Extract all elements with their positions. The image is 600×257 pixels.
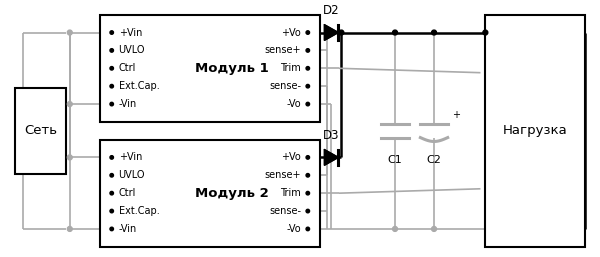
Circle shape <box>110 191 113 195</box>
Text: Ext.Cap.: Ext.Cap. <box>119 81 159 91</box>
Circle shape <box>67 155 72 160</box>
Circle shape <box>67 30 72 35</box>
Polygon shape <box>325 150 338 165</box>
Text: Сеть: Сеть <box>24 124 57 137</box>
Polygon shape <box>325 25 338 40</box>
Text: Модуль 1: Модуль 1 <box>195 62 269 75</box>
Bar <box>100 15 320 122</box>
Circle shape <box>325 30 330 35</box>
Text: C1: C1 <box>388 155 403 165</box>
Circle shape <box>110 31 113 34</box>
Circle shape <box>306 102 310 106</box>
Text: UVLO: UVLO <box>119 170 145 180</box>
Circle shape <box>306 67 310 70</box>
Circle shape <box>67 102 72 106</box>
Text: -Vo: -Vo <box>286 224 301 234</box>
Circle shape <box>392 226 397 231</box>
Text: -Vin: -Vin <box>119 224 137 234</box>
Text: Trim: Trim <box>280 188 301 198</box>
Circle shape <box>110 173 113 177</box>
Text: Ctrl: Ctrl <box>119 63 136 73</box>
Circle shape <box>339 30 344 35</box>
Circle shape <box>306 85 310 88</box>
Circle shape <box>306 156 310 159</box>
Circle shape <box>306 49 310 52</box>
Circle shape <box>110 67 113 70</box>
Circle shape <box>306 227 310 231</box>
Text: Trim: Trim <box>280 63 301 73</box>
Text: +Vo: +Vo <box>281 27 301 38</box>
Circle shape <box>110 49 113 52</box>
Text: Модуль 2: Модуль 2 <box>195 187 269 200</box>
Circle shape <box>67 226 72 231</box>
Circle shape <box>110 209 113 213</box>
Text: Ctrl: Ctrl <box>119 188 136 198</box>
Circle shape <box>431 226 436 231</box>
Circle shape <box>110 227 113 231</box>
Text: -Vo: -Vo <box>286 99 301 109</box>
Text: sense-: sense- <box>269 206 301 216</box>
Text: C2: C2 <box>427 155 442 165</box>
Bar <box>15 88 66 174</box>
Text: +Vin: +Vin <box>119 27 142 38</box>
Text: -Vin: -Vin <box>119 99 137 109</box>
Circle shape <box>306 31 310 34</box>
Text: sense-: sense- <box>269 81 301 91</box>
Circle shape <box>110 102 113 106</box>
Bar <box>100 140 320 247</box>
Text: +: + <box>452 110 460 120</box>
Text: +Vin: +Vin <box>119 152 142 162</box>
Text: sense+: sense+ <box>265 45 301 56</box>
Bar <box>485 15 585 247</box>
Text: +Vo: +Vo <box>281 152 301 162</box>
Text: D2: D2 <box>323 4 340 17</box>
Text: UVLO: UVLO <box>119 45 145 56</box>
Circle shape <box>306 191 310 195</box>
Text: Ext.Cap.: Ext.Cap. <box>119 206 159 216</box>
Text: D3: D3 <box>323 129 340 142</box>
Text: sense+: sense+ <box>265 170 301 180</box>
Circle shape <box>110 156 113 159</box>
Circle shape <box>110 85 113 88</box>
Circle shape <box>431 30 436 35</box>
Circle shape <box>306 173 310 177</box>
Circle shape <box>392 30 397 35</box>
Circle shape <box>306 209 310 213</box>
Text: Нагрузка: Нагрузка <box>503 124 568 137</box>
Circle shape <box>483 30 488 35</box>
